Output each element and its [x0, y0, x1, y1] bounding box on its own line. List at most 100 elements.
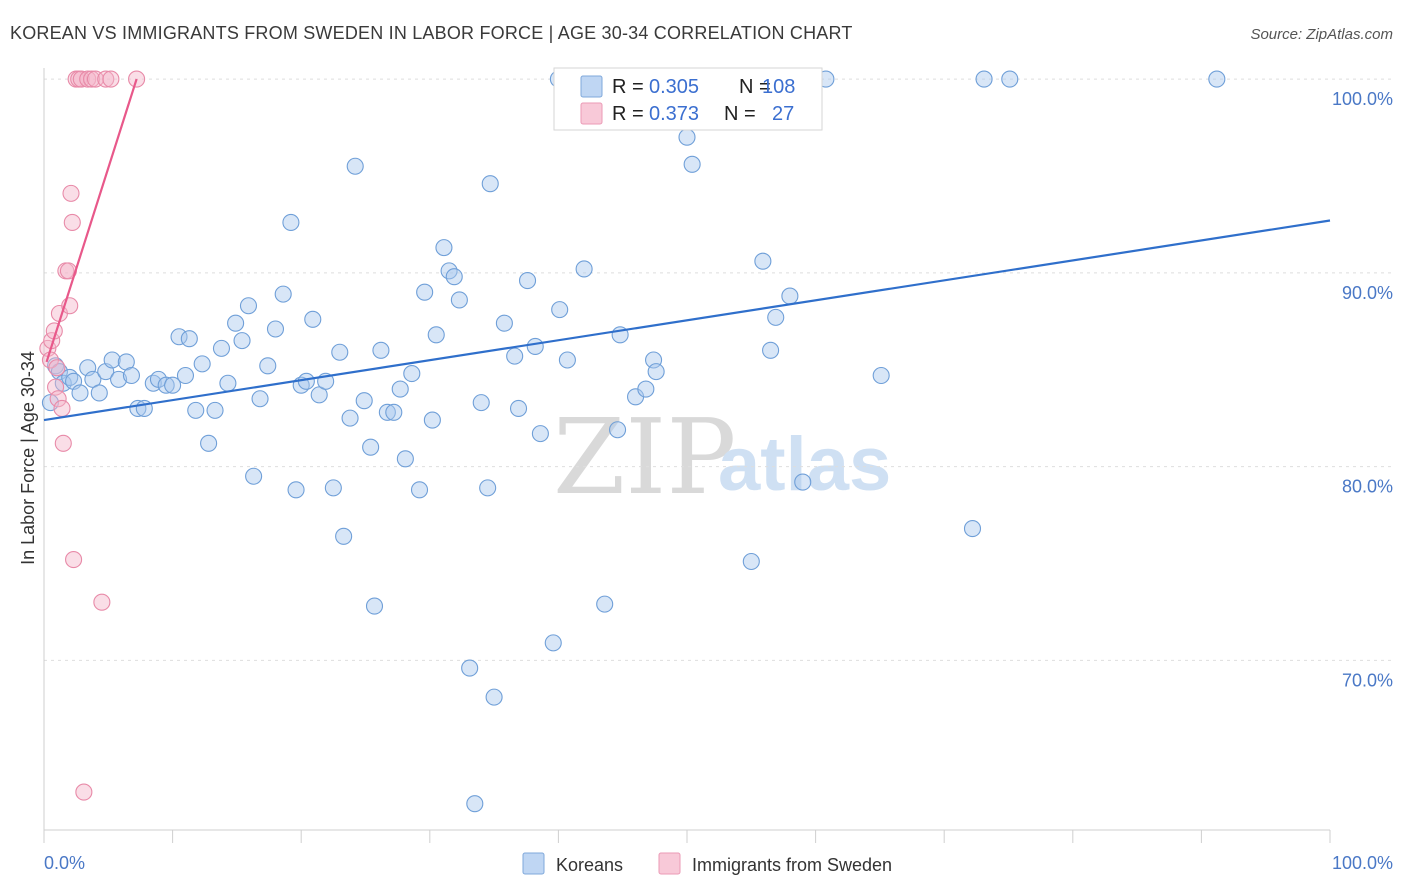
sweden-point	[65, 551, 83, 569]
korean-point	[506, 347, 524, 365]
korean-point	[647, 363, 665, 381]
korean-point	[781, 287, 799, 305]
korean-point	[742, 552, 760, 571]
gridlines	[44, 78, 1393, 661]
korean-point	[71, 384, 89, 402]
stats-n-label-koreans: N =	[739, 76, 771, 98]
sweden-point	[83, 70, 101, 88]
y-tick-labels: 70.0% 80.0% 90.0% 100.0%	[1332, 89, 1393, 690]
korean-point	[485, 688, 503, 706]
korean-point	[187, 401, 205, 419]
legend-swatch-sweden	[658, 852, 681, 875]
series-koreans	[41, 70, 1226, 813]
korean-point	[385, 403, 403, 421]
korean-point	[346, 157, 364, 175]
korean-point	[975, 70, 993, 88]
y-tick-label: 100.0%	[1332, 89, 1393, 109]
korean-point	[341, 409, 359, 427]
stats-r-label-sweden: R =	[612, 103, 644, 125]
korean-point	[212, 339, 231, 357]
stats-r-value-koreans: 0.305	[649, 76, 699, 98]
x-tick-label: 100.0%	[1332, 853, 1393, 873]
korean-point	[472, 394, 490, 412]
korean-point	[479, 479, 497, 497]
stats-legend: R = 0.305 N = 108 R = 0.373 N = 27	[553, 67, 823, 131]
korean-point	[304, 310, 322, 328]
sweden-point	[48, 359, 66, 377]
sweden-point	[97, 70, 115, 88]
korean-point	[157, 376, 175, 394]
korean-point	[164, 376, 182, 394]
korean-point	[365, 597, 384, 615]
korean-point	[963, 520, 982, 538]
korean-point	[509, 399, 528, 417]
sweden-point	[53, 399, 71, 417]
korean-point	[372, 341, 390, 359]
korean-point	[193, 355, 211, 373]
korean-point	[551, 301, 569, 319]
korean-point	[762, 341, 780, 359]
korean-point	[200, 434, 218, 452]
korean-point	[1001, 70, 1019, 88]
x-tick-labels: 0.0% 100.0%	[44, 853, 1393, 873]
trend-line-sweden	[45, 78, 138, 363]
korean-point	[609, 421, 627, 439]
sweden-point	[75, 783, 93, 801]
korean-point	[266, 320, 285, 338]
stats-legend-swatch-sweden	[580, 102, 603, 125]
stats-n-label-sweden: N =	[724, 103, 756, 125]
sweden-point	[63, 213, 81, 231]
series-legend: Koreans Immigrants from Sweden	[522, 852, 892, 875]
axes	[43, 68, 1331, 843]
watermark-zip: ZIP	[553, 396, 736, 518]
korean-point	[90, 384, 108, 402]
korean-point	[495, 314, 513, 332]
korean-point	[206, 401, 224, 419]
trend-lines	[43, 78, 1331, 422]
korean-point	[170, 328, 188, 346]
korean-point	[678, 128, 696, 146]
korean-point	[362, 438, 380, 456]
korean-point	[466, 795, 484, 813]
y-tick-label: 70.0%	[1342, 670, 1393, 690]
korean-point	[180, 330, 198, 348]
korean-point	[794, 473, 812, 491]
korean-point	[245, 467, 263, 485]
korean-point	[110, 370, 128, 388]
sweden-point	[86, 70, 104, 88]
korean-point	[423, 411, 441, 429]
korean-point	[531, 425, 549, 443]
stats-legend-swatch-koreans	[580, 75, 603, 98]
korean-point	[219, 374, 237, 392]
korean-point	[335, 527, 353, 545]
sweden-point	[93, 593, 111, 611]
sweden-point	[102, 70, 120, 88]
korean-point	[596, 595, 614, 613]
korean-point	[331, 343, 349, 361]
korean-point	[435, 239, 453, 257]
chart-title: KOREAN VS IMMIGRANTS FROM SWEDEN IN LABO…	[10, 23, 853, 43]
korean-point	[637, 380, 655, 398]
korean-point	[227, 314, 245, 332]
korean-point	[396, 450, 414, 468]
korean-point	[391, 380, 409, 398]
stats-n-value-koreans: 108	[762, 76, 795, 98]
korean-point	[239, 297, 258, 315]
korean-point	[103, 351, 121, 369]
watermark: ZIP atlas	[553, 396, 891, 518]
korean-point	[251, 390, 269, 408]
korean-point	[233, 332, 251, 350]
sweden-point	[54, 434, 72, 452]
stats-r-value-sweden: 0.373	[649, 103, 699, 125]
korean-point	[575, 260, 593, 278]
korean-point	[378, 403, 396, 421]
y-tick-label: 80.0%	[1342, 477, 1393, 497]
korean-point	[259, 357, 277, 375]
series-immigrants-from-sweden	[39, 70, 146, 801]
trend-line-koreans	[43, 219, 1331, 422]
korean-point	[427, 326, 445, 344]
korean-point	[558, 351, 576, 369]
korean-point	[450, 291, 468, 309]
legend-label-koreans: Koreans	[556, 855, 623, 875]
